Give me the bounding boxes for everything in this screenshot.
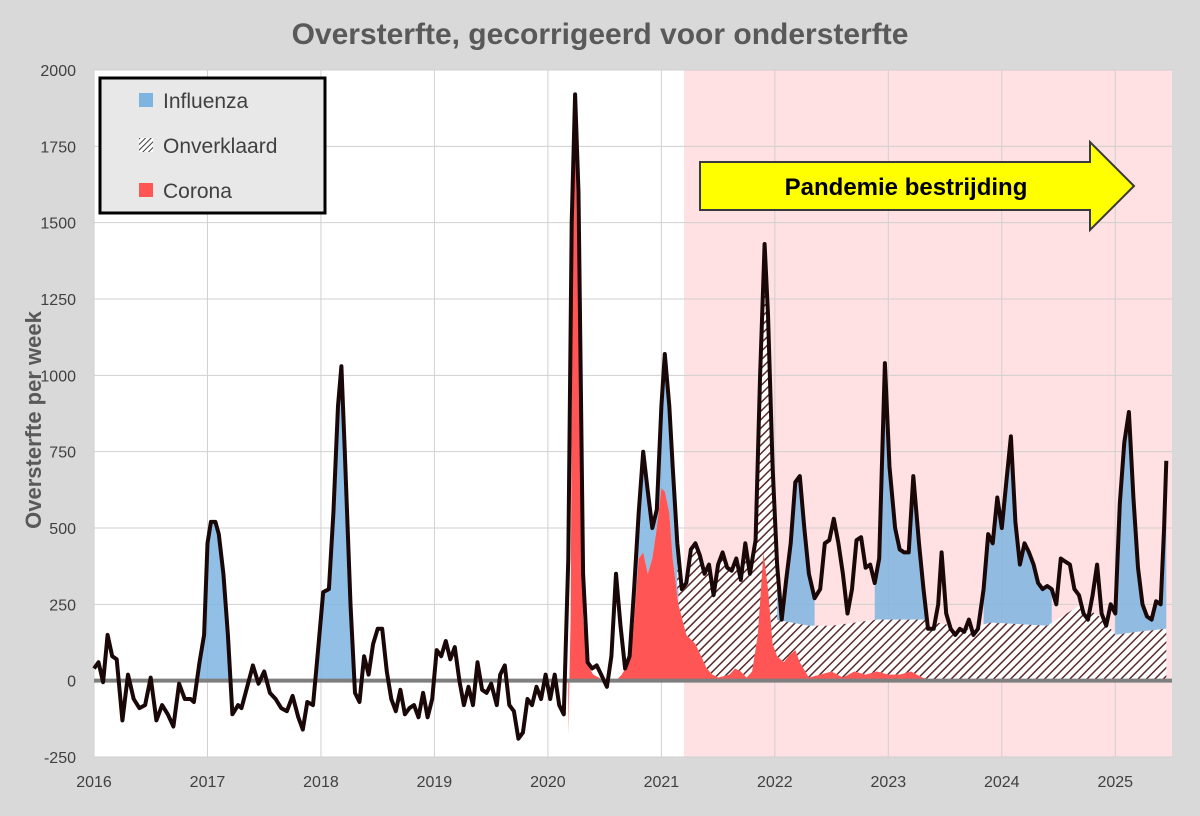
legend-label-onverklaard: Onverklaard: [163, 135, 277, 158]
legend-label-influenza: Influenza: [163, 90, 249, 113]
legend-swatch-onverklaard: [139, 138, 153, 152]
y-tick-label: 1750: [40, 139, 76, 156]
x-tick-label: 2019: [417, 774, 453, 791]
influenza-area: [1115, 412, 1167, 635]
y-tick-label: -250: [44, 750, 76, 767]
oversterfte-line: [92, 92, 1169, 741]
legend-swatch-corona: [139, 183, 153, 197]
y-tick-label: 1500: [40, 216, 76, 233]
y-tick-label: 500: [49, 521, 76, 538]
pandemie-arrow: [699, 139, 1136, 233]
influenza-area: [874, 363, 928, 621]
x-tick-label: 2021: [644, 774, 680, 791]
influenza-area: [983, 436, 1052, 626]
legend-box: [98, 76, 327, 215]
y-tick-label: 1000: [40, 368, 76, 385]
y-tick-label: 0: [67, 674, 76, 691]
onverklaard-early-area: [677, 540, 756, 607]
y-tick-label: 250: [49, 597, 76, 614]
onverklaard-area: [678, 552, 1167, 681]
pandemie-arrow-label: Pandemie bestrijding: [785, 174, 1028, 201]
y-tick-label: 750: [49, 445, 76, 462]
x-tick-label: 2024: [984, 774, 1020, 791]
x-tick-label: 2020: [530, 774, 566, 791]
x-tick-label: 2017: [190, 774, 226, 791]
influenza-area: [772, 466, 815, 626]
influenza-area: [317, 366, 355, 681]
x-tick-label: 2022: [757, 774, 793, 791]
y-tick-label: 2000: [40, 63, 76, 80]
legend: Influenza Onverklaard Corona: [98, 76, 327, 215]
legend-swatch-influenza: [139, 93, 153, 107]
x-tick-label: 2016: [76, 774, 112, 791]
corona-area: [568, 115, 934, 736]
y-tick-label: 1250: [40, 292, 76, 309]
x-tick-label: 2025: [1097, 774, 1133, 791]
x-tick-label: 2018: [303, 774, 339, 791]
x-tick-label: 2023: [871, 774, 907, 791]
chart-title: Oversterfte, gecorrigeerd voor onderster…: [291, 18, 909, 51]
legend-label-corona: Corona: [163, 180, 232, 203]
